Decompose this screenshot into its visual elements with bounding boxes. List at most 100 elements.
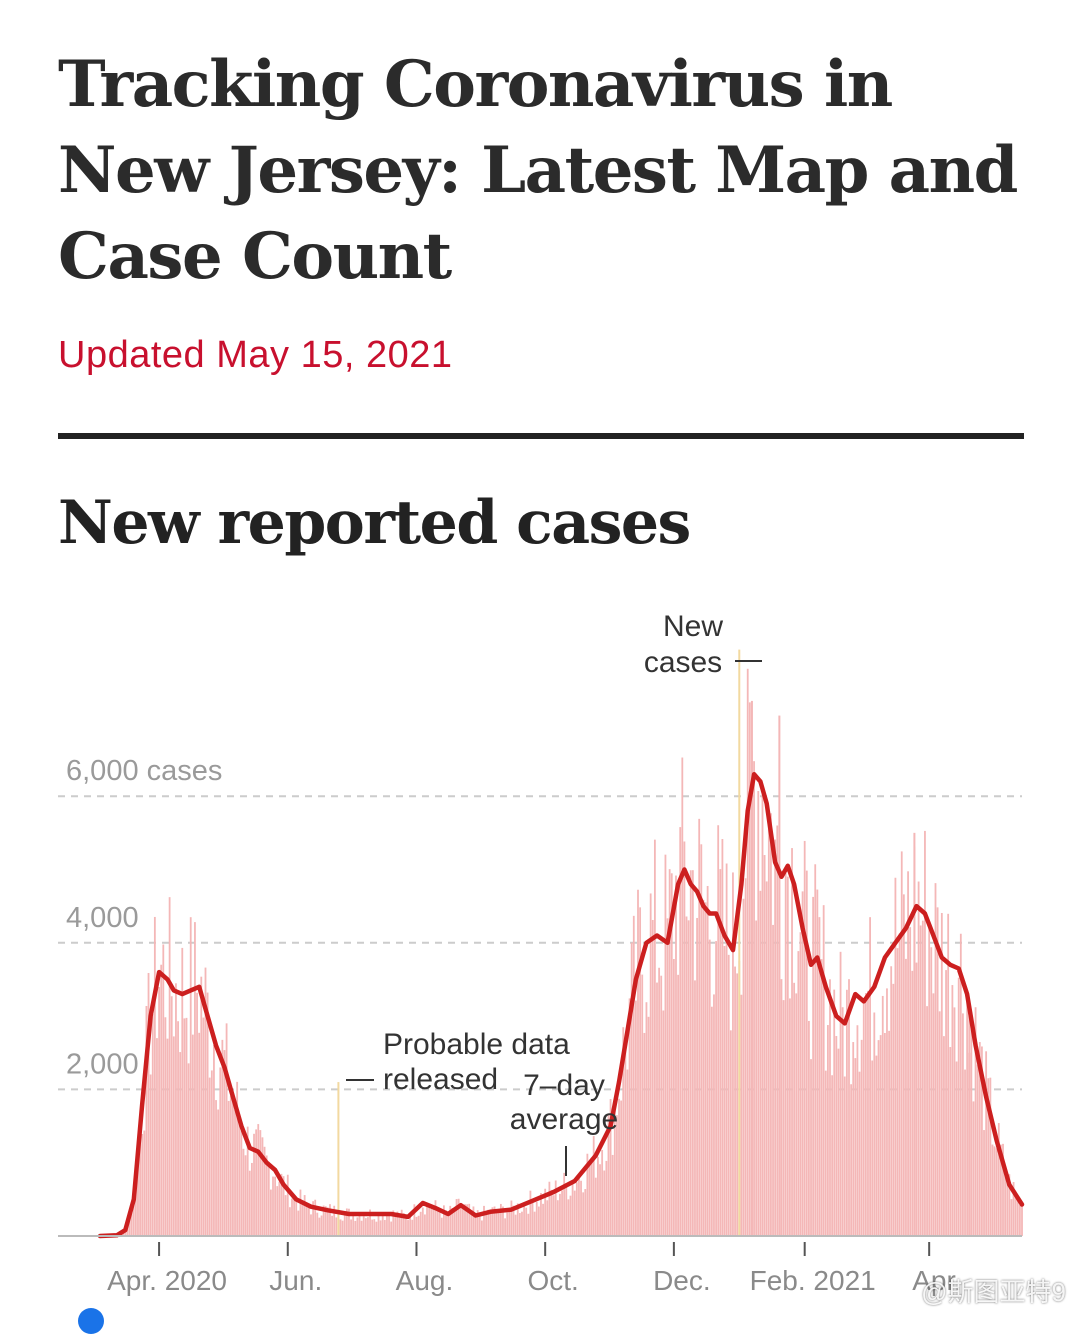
daily-case-bar: [876, 1056, 878, 1236]
daily-case-bar: [994, 1146, 996, 1236]
daily-case-bar: [869, 917, 871, 1236]
daily-case-bar: [394, 1215, 396, 1236]
daily-case-bar: [521, 1212, 523, 1236]
daily-case-bar: [871, 1061, 873, 1236]
daily-case-bar: [173, 1036, 175, 1236]
daily-case-bar: [646, 1002, 648, 1236]
daily-case-bar: [143, 1131, 145, 1236]
daily-case-bar: [926, 1006, 928, 1236]
daily-case-bar: [802, 891, 804, 1236]
daily-case-bar: [757, 791, 759, 1236]
daily-case-bar: [852, 1042, 854, 1236]
daily-case-bar: [308, 1206, 310, 1236]
daily-case-bar: [198, 1033, 200, 1236]
daily-case-bar: [652, 920, 654, 1236]
daily-case-bar: [314, 1200, 316, 1236]
daily-case-bar: [578, 1175, 580, 1236]
daily-case-bar: [743, 899, 745, 1236]
daily-case-bar: [808, 1021, 810, 1236]
daily-case-bar: [985, 1051, 987, 1236]
daily-case-bar: [599, 1164, 601, 1236]
daily-case-bar: [359, 1214, 361, 1236]
daily-case-bar: [637, 890, 639, 1236]
daily-case-bar: [905, 959, 907, 1236]
daily-case-bar: [430, 1209, 432, 1236]
daily-case-bar: [255, 1129, 257, 1236]
daily-case-bar: [665, 855, 667, 1236]
daily-case-bar: [215, 1100, 217, 1236]
daily-case-bar: [219, 1067, 221, 1236]
daily-case-bar: [774, 840, 776, 1236]
daily-case-bar: [766, 881, 768, 1236]
daily-case-bar: [823, 905, 825, 1236]
daily-case-bar: [810, 1059, 812, 1236]
daily-case-bar: [422, 1208, 424, 1236]
case-spike-bar: [778, 716, 780, 1236]
daily-case-bar: [483, 1206, 485, 1236]
daily-case-bar: [829, 979, 831, 1236]
daily-case-bar: [686, 916, 688, 1236]
daily-case-bar: [188, 1063, 190, 1236]
daily-case-bar: [365, 1218, 367, 1236]
daily-case-bar: [371, 1220, 373, 1236]
daily-case-bar: [276, 1186, 278, 1236]
daily-case-bar: [776, 825, 778, 1236]
daily-case-bar: [177, 1021, 179, 1236]
daily-case-bar: [854, 1058, 856, 1236]
daily-case-bar: [257, 1124, 259, 1236]
daily-case-bar: [576, 1182, 578, 1236]
daily-case-bar: [688, 920, 690, 1236]
daily-bars-layer: [101, 650, 1023, 1236]
daily-case-bar: [977, 1065, 979, 1236]
daily-case-bar: [270, 1190, 272, 1236]
daily-case-bar: [567, 1199, 569, 1236]
daily-case-bar: [460, 1207, 462, 1236]
daily-case-bar: [183, 1018, 185, 1236]
daily-case-bar: [249, 1171, 251, 1236]
daily-case-bar: [730, 1030, 732, 1236]
daily-case-bar: [916, 963, 918, 1236]
daily-case-bar: [996, 1148, 998, 1236]
daily-case-bar: [302, 1204, 304, 1236]
daily-case-bar: [266, 1156, 268, 1236]
daily-case-bar: [732, 872, 734, 1236]
average-line-layer: [100, 774, 1022, 1236]
daily-case-bar: [565, 1183, 567, 1236]
daily-case-bar: [962, 1013, 964, 1236]
daily-case-bar: [186, 1018, 188, 1236]
daily-case-bar: [181, 948, 183, 1236]
daily-case-bar: [167, 1039, 169, 1236]
case-spike-bar: [968, 1053, 970, 1236]
daily-case-bar: [217, 1110, 219, 1236]
daily-case-bar: [479, 1215, 481, 1236]
daily-case-bar: [591, 1158, 593, 1236]
daily-case-bar: [386, 1214, 388, 1236]
daily-case-bar: [213, 1045, 215, 1236]
daily-case-bar: [548, 1182, 550, 1236]
daily-case-bar: [238, 1123, 240, 1236]
daily-case-bar: [192, 1035, 194, 1236]
daily-case-bar: [937, 907, 939, 1236]
daily-case-bar: [563, 1173, 565, 1236]
daily-case-bar: [747, 669, 749, 1236]
daily-case-bar: [289, 1207, 291, 1236]
daily-case-bar: [202, 1018, 204, 1236]
daily-case-bar: [812, 897, 814, 1236]
daily-case-bar: [515, 1215, 517, 1236]
y-tick-label: 4,000: [66, 902, 139, 934]
daily-case-bar: [295, 1201, 297, 1236]
daily-case-bar: [882, 996, 884, 1236]
daily-case-bar: [867, 991, 869, 1236]
seven-day-average-line: [100, 774, 1022, 1236]
x-tick-label: Oct.: [528, 1265, 579, 1296]
daily-case-bar: [717, 825, 719, 1236]
daily-case-bar: [795, 993, 797, 1236]
daily-case-bar: [194, 922, 196, 1236]
daily-case-bar: [580, 1181, 582, 1236]
daily-case-bar: [899, 933, 901, 1236]
daily-case-bar: [924, 831, 926, 1236]
daily-case-bar: [675, 876, 677, 1236]
watermark: @斯图亚特9: [921, 1272, 1066, 1309]
daily-case-bar: [745, 878, 747, 1236]
daily-case-bar: [297, 1211, 299, 1236]
